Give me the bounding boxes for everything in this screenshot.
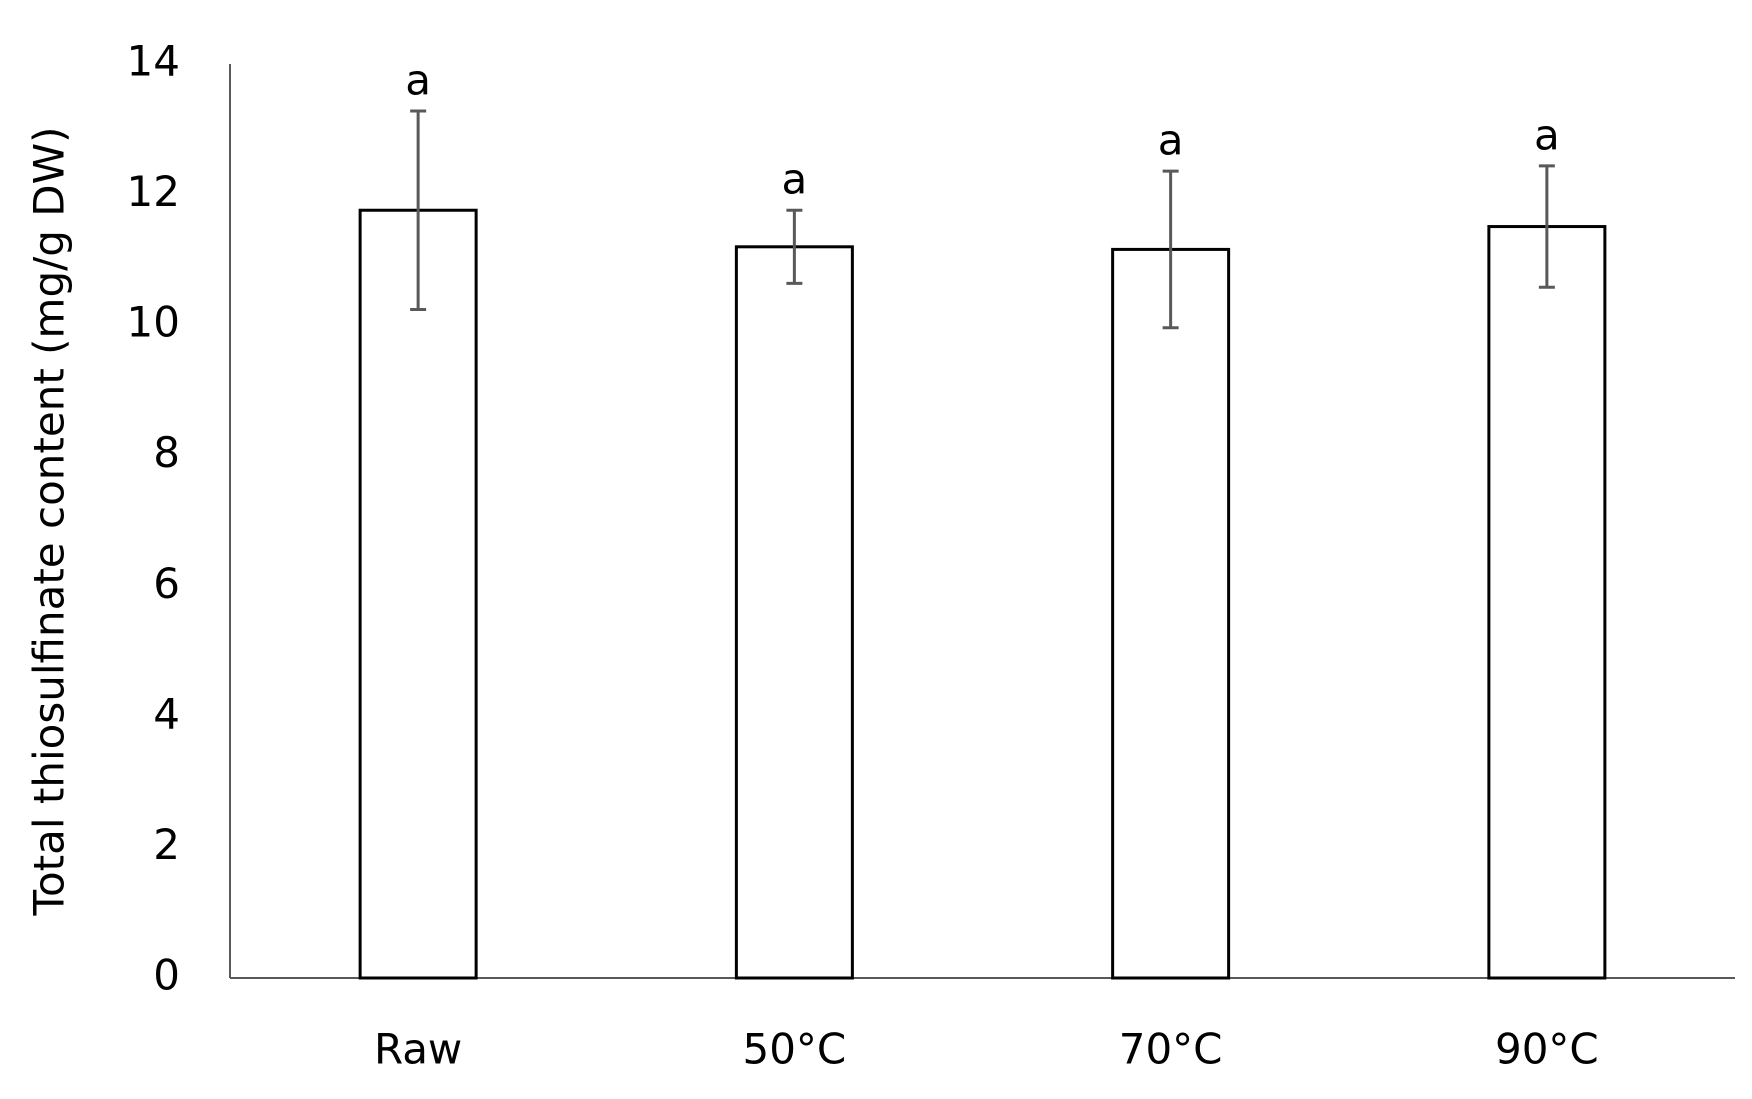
annotation: a	[405, 56, 431, 105]
x-tick-label: 50°C	[742, 1025, 846, 1074]
x-tick-label: 70°C	[1119, 1025, 1223, 1074]
error-bar	[786, 208, 803, 285]
annotation: a	[782, 155, 808, 204]
bar	[1487, 225, 1607, 980]
y-tick-label: 2	[153, 820, 180, 869]
bar	[358, 208, 478, 980]
y-tick-label: 10	[127, 298, 180, 347]
error-bar	[410, 109, 427, 311]
bar	[734, 245, 854, 980]
annotation: a	[1158, 116, 1184, 165]
error-bar	[1162, 169, 1179, 330]
x-tick-label: Raw	[374, 1025, 462, 1074]
y-tick-label: 12	[127, 167, 180, 216]
bar	[1111, 247, 1231, 980]
annotation: a	[1534, 110, 1560, 159]
y-tick-label: 6	[153, 559, 180, 608]
y-tick-label: 8	[153, 428, 180, 477]
y-axis-label: Total thiosulfinate content (mg/g DW)	[25, 126, 74, 916]
y-tick-label: 4	[153, 689, 180, 738]
y-tick-label: 0	[153, 951, 180, 1000]
x-tick-label: 90°C	[1495, 1025, 1599, 1074]
y-tick-label: 14	[127, 37, 180, 86]
error-bar	[1538, 164, 1555, 289]
